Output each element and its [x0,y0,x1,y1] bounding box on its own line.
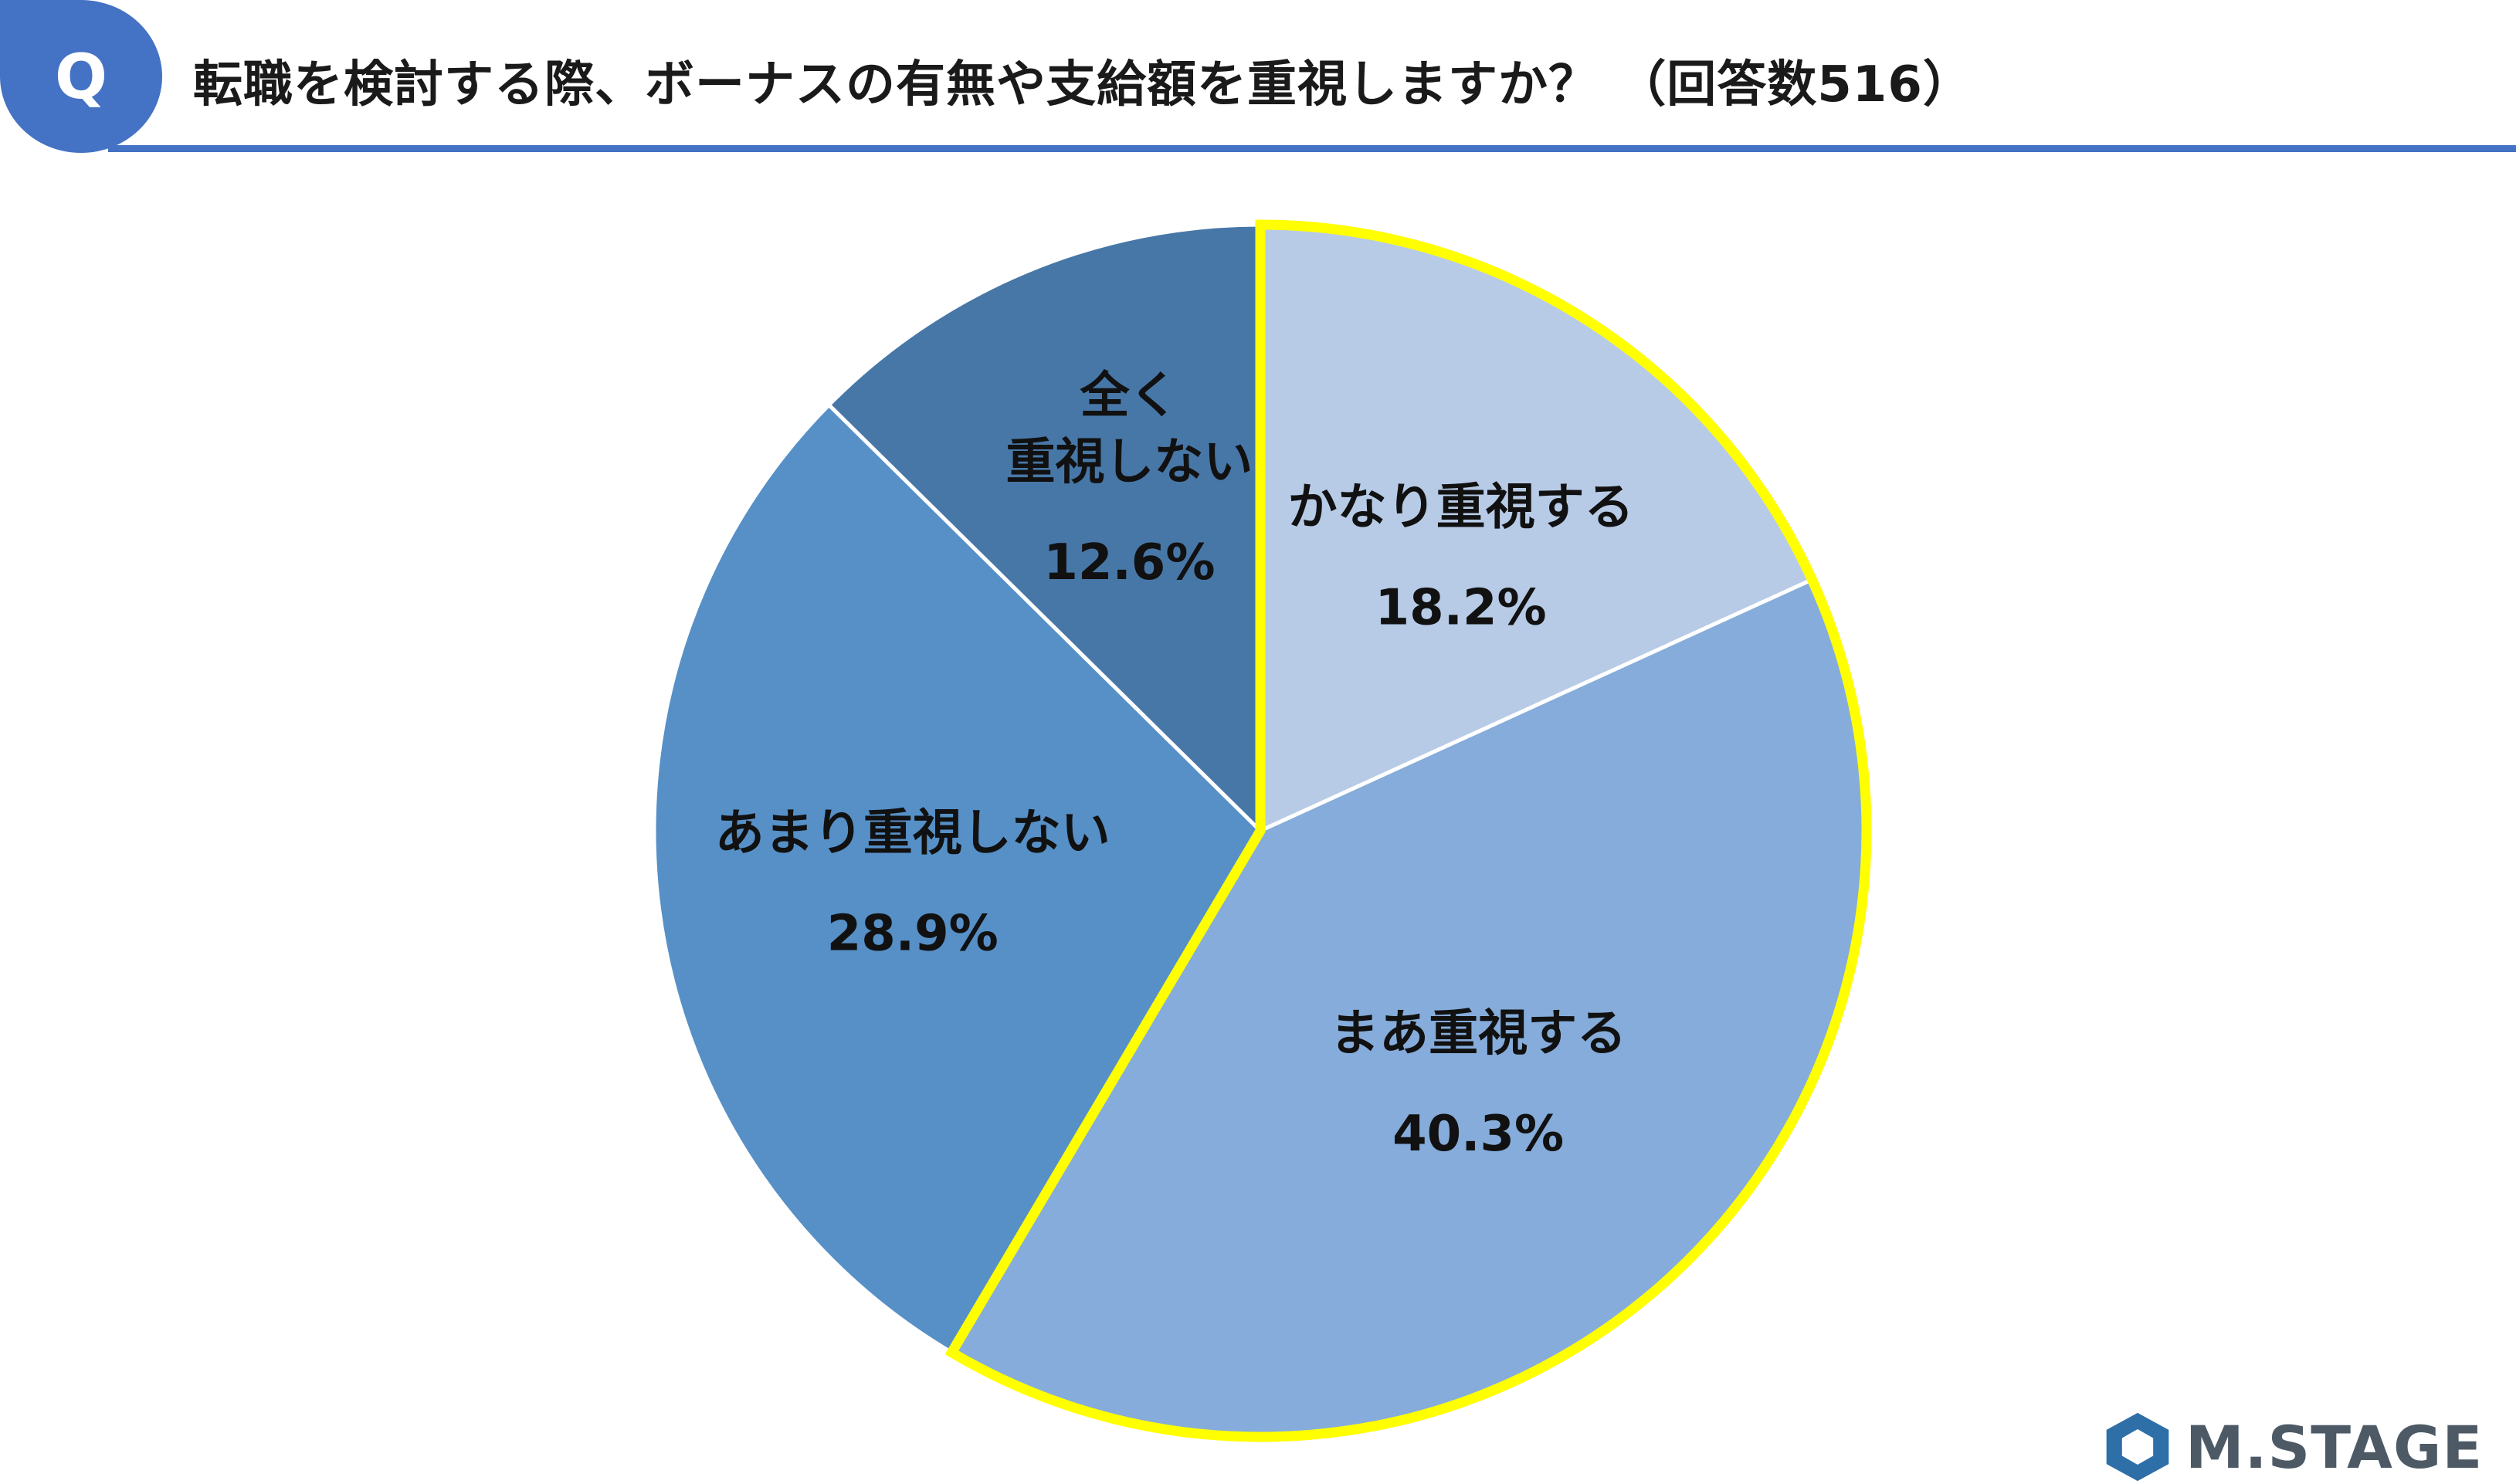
page-title: 転職を検討する際、ボーナスの有無や支給額を重視しますか？ （回答数516） [193,56,1973,114]
slice-category-label-1: かなり重視する [1288,479,1634,536]
slice-category-label-4: 重視しない [1005,434,1253,491]
title-underline [108,145,2516,152]
slice-value-label-1: 18.2% [1375,579,1547,636]
slice-value-label-2: 40.3% [1392,1106,1564,1163]
logo-text: M.STAGE [2185,1412,2484,1482]
logo-hexagon-icon [2106,1412,2169,1482]
pie-highlight [944,219,1872,1442]
pie-labels: かなり重視する 18.2% まあ重視する 40.3% あまり重視しない 28.9% 全く重視… [715,368,1634,1163]
pie-slice-3 [652,401,1263,1356]
question-badge-label: Q [54,40,107,113]
brand-logo: M.STAGE [2101,1410,2483,1484]
highlight-outline [944,219,1872,1442]
pie-slices [652,222,1869,1439]
slice-category-label-4: 全く [1079,368,1178,425]
question-badge: Q [0,0,162,153]
slice-value-label-4: 12.6% [1043,534,1215,591]
slice-value-label-3: 28.9% [827,906,999,963]
slice-category-label-2: まあ重視する [1330,1005,1626,1062]
slice-category-label-3: あまり重視しない [715,805,1110,862]
pie-slice-4 [826,222,1263,835]
